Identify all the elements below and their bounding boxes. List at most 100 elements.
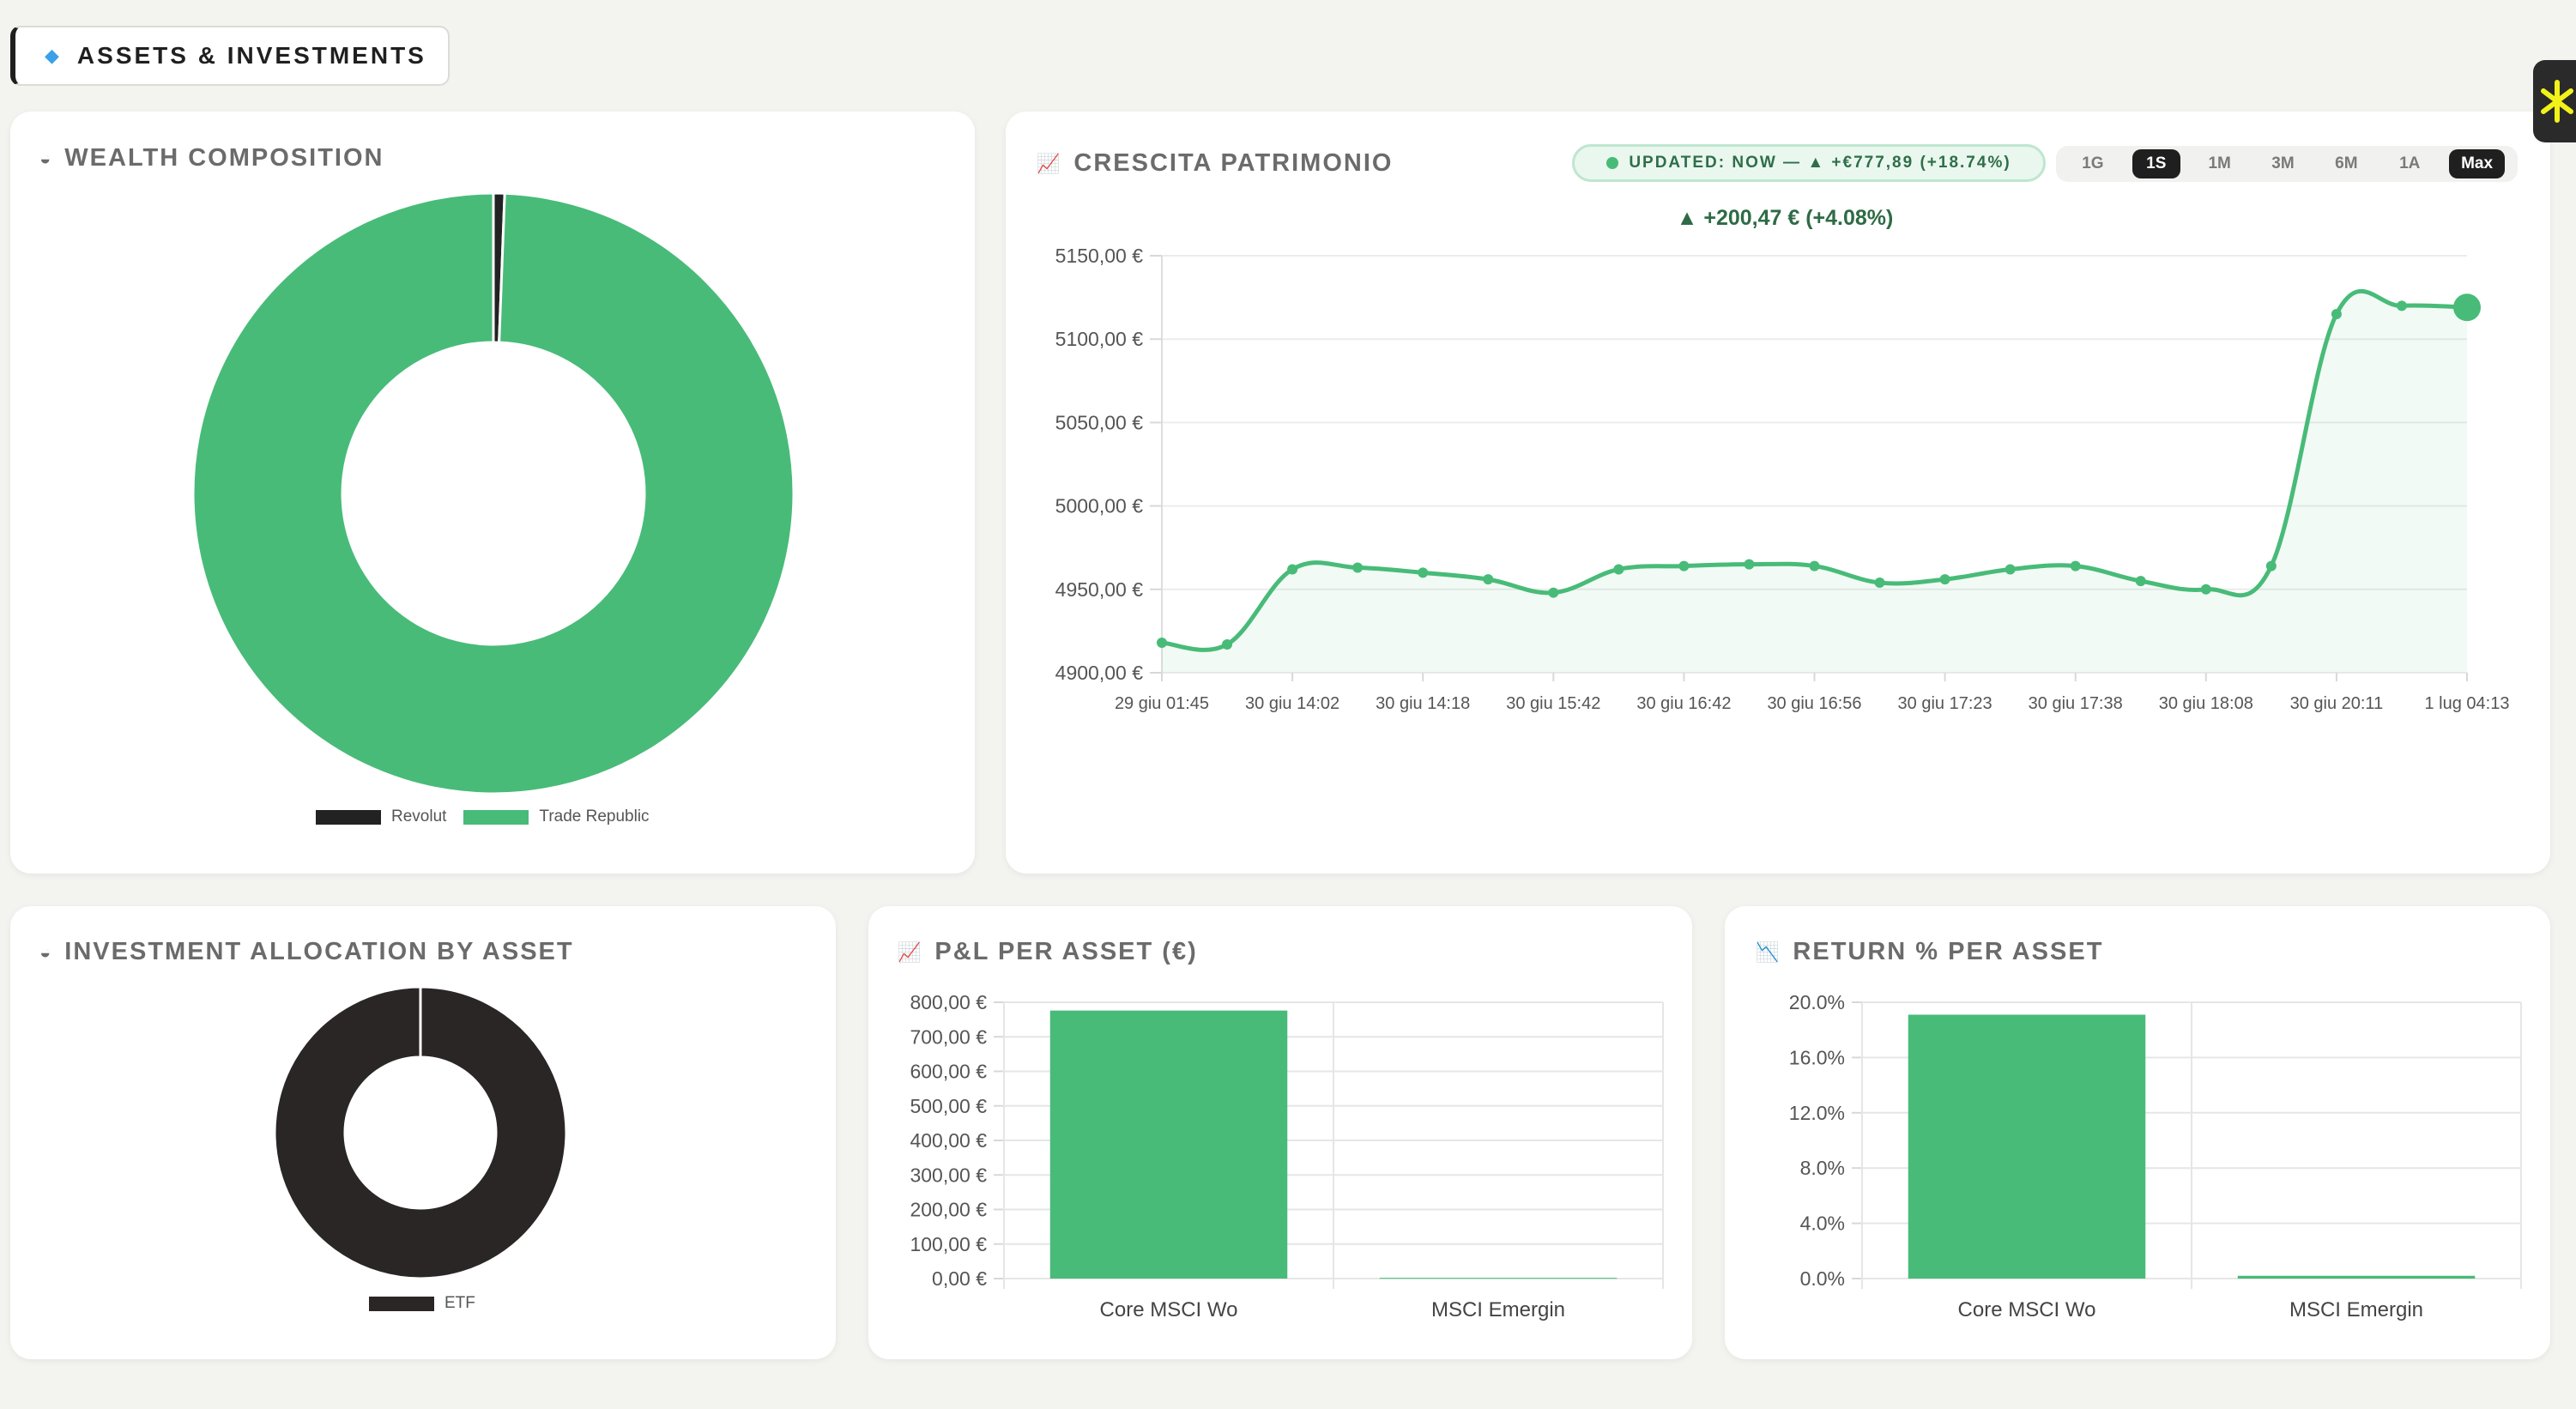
x-tick-label: 30 giu 20:11 xyxy=(2290,694,2384,713)
y-tick-label: 300,00 € xyxy=(910,1164,987,1186)
data-point[interactable] xyxy=(2331,309,2342,320)
pie-icon: ◒ xyxy=(39,940,53,963)
status-dot-icon xyxy=(1606,157,1619,169)
range-button-1s[interactable]: 1S xyxy=(2132,149,2180,178)
gem-icon: ◆ xyxy=(45,45,62,66)
y-tick-label: 200,00 € xyxy=(910,1199,987,1221)
legend-swatch-trade-republic xyxy=(463,809,529,825)
data-point[interactable] xyxy=(1874,578,1885,589)
range-button-3m[interactable]: 3M xyxy=(2271,154,2295,172)
updated-text: UPDATED: NOW — ▲ +€777,89 (+18.74%) xyxy=(1629,154,2011,172)
return-bar-chart: 20.0% 16.0% 12.0% 8.0% 4.0% 0.0% Core MSCI Wo M… xyxy=(1789,991,2522,1321)
y-tick-label: 4900,00 € xyxy=(1055,662,1144,684)
x-tick-label: MSCI Emergin xyxy=(1431,1298,1565,1321)
range-button-max[interactable]: Max xyxy=(2449,149,2506,178)
x-tick-label: Core MSCI Wo xyxy=(1958,1298,2096,1321)
data-point[interactable] xyxy=(1809,560,1820,571)
data-point[interactable] xyxy=(1678,560,1690,571)
data-point[interactable] xyxy=(1418,567,1429,578)
chart-up-icon: 📈 xyxy=(1037,152,1062,174)
chart-up-icon: 📈 xyxy=(898,940,923,963)
pnl-bar-core-msci-wo[interactable] xyxy=(1049,1010,1288,1279)
data-point-current[interactable] xyxy=(2453,293,2481,322)
growth-delta: ▲ +200,47 € (+4.08%) xyxy=(1676,206,1894,230)
time-range-selector: 1G 1S 1M 3M 6M 1A Max xyxy=(2056,146,2518,182)
data-point[interactable] xyxy=(2070,560,2081,571)
wealth-legend: Revolut Trade Republic xyxy=(316,807,667,826)
x-tick-label: 30 giu 17:23 xyxy=(1898,694,1992,713)
x-tick-label: 30 giu 15:42 xyxy=(1506,694,1600,713)
y-tick-label: 100,00 € xyxy=(910,1233,987,1255)
wealth-composition-title-text: WEALTH COMPOSITION xyxy=(64,144,384,172)
data-point[interactable] xyxy=(2135,576,2146,587)
y-tick-label: 4.0% xyxy=(1800,1212,1845,1235)
allocation-slice-etf[interactable] xyxy=(275,985,568,1280)
legend-label-revolut: Revolut xyxy=(391,807,447,825)
x-tick-label: 30 giu 14:02 xyxy=(1245,694,1339,713)
allocation-title-text: INVESTMENT ALLOCATION BY ASSET xyxy=(64,938,574,965)
allocation-legend: ETF xyxy=(369,1294,493,1313)
section-title: ASSETS & INVESTMENTS xyxy=(76,42,426,69)
range-button-1m[interactable]: 1M xyxy=(2208,154,2231,172)
data-point[interactable] xyxy=(1352,562,1364,573)
data-point[interactable] xyxy=(2005,564,2016,575)
data-point[interactable] xyxy=(1548,587,1559,598)
legend-swatch-revolut xyxy=(316,809,381,825)
allocation-card xyxy=(10,906,836,1359)
x-tick-label: Core MSCI Wo xyxy=(1100,1298,1238,1321)
data-point[interactable] xyxy=(1483,574,1494,585)
x-tick-label: 30 giu 14:18 xyxy=(1376,694,1470,713)
y-tick-label: 600,00 € xyxy=(910,1061,987,1083)
return-title-text: RETURN % PER ASSET xyxy=(1793,938,2104,965)
x-tick-label: 30 giu 16:42 xyxy=(1636,694,1731,713)
legend-label-etf: ETF xyxy=(444,1294,475,1312)
wealth-composition-title: ◒ WEALTH COMPOSITION xyxy=(39,144,384,172)
legend-swatch-etf xyxy=(369,1296,434,1311)
data-point[interactable] xyxy=(1287,564,1298,575)
y-tick-label: 16.0% xyxy=(1789,1046,1845,1068)
x-tick-label: 30 giu 17:38 xyxy=(2029,694,2123,713)
y-tick-label: 20.0% xyxy=(1789,991,1845,1013)
data-point[interactable] xyxy=(1157,638,1167,649)
y-tick-label: 0,00 € xyxy=(932,1267,987,1290)
allocation-donut-chart xyxy=(275,985,568,1280)
y-tick-label: 12.0% xyxy=(1789,1102,1845,1124)
range-button-1a[interactable]: 1A xyxy=(2399,154,2421,172)
x-tick-label: 1 lug 04:13 xyxy=(2425,694,2510,713)
allocation-title: ◒ INVESTMENT ALLOCATION BY ASSET xyxy=(39,938,574,966)
return-title: 📉 RETURN % PER ASSET xyxy=(1756,938,2103,966)
data-point[interactable] xyxy=(1939,574,1950,585)
pnl-title: 📈 P&L PER ASSET (€) xyxy=(898,938,1198,966)
range-button-6m[interactable]: 6M xyxy=(2335,154,2358,172)
x-tick-label: 30 giu 18:08 xyxy=(2159,694,2253,713)
wealth-donut-chart xyxy=(191,191,795,795)
x-tick-label: MSCI Emergin xyxy=(2289,1298,2423,1321)
y-tick-label: 700,00 € xyxy=(910,1025,987,1048)
growth-title-text: CRESCITA PATRIMONIO xyxy=(1073,149,1394,177)
updated-badge: UPDATED: NOW — ▲ +€777,89 (+18.74%) xyxy=(1572,144,2046,182)
data-point[interactable] xyxy=(1613,564,1624,575)
y-tick-label: 5100,00 € xyxy=(1055,328,1144,350)
pnl-bar-msci-emergin[interactable] xyxy=(1379,1278,1618,1279)
pnl-title-text: P&L PER ASSET (€) xyxy=(934,938,1198,965)
y-tick-label: 500,00 € xyxy=(910,1095,987,1117)
return-bar-core-msci-wo[interactable] xyxy=(1908,1014,2146,1279)
wealth-slice-trade-republic[interactable] xyxy=(191,191,795,795)
data-point[interactable] xyxy=(1744,559,1755,570)
data-point[interactable] xyxy=(2396,300,2407,311)
data-point[interactable] xyxy=(2265,560,2277,571)
y-tick-label: 400,00 € xyxy=(910,1129,987,1152)
return-bar-msci-emergin[interactable] xyxy=(2237,1275,2476,1279)
data-point[interactable] xyxy=(2200,584,2211,595)
x-tick-label: 29 giu 01:45 xyxy=(1115,694,1209,713)
range-button-1g[interactable]: 1G xyxy=(2082,154,2104,172)
side-widget-button[interactable] xyxy=(2533,60,2576,142)
y-tick-label: 5000,00 € xyxy=(1055,495,1144,517)
legend-label-trade-republic: Trade Republic xyxy=(539,807,650,825)
y-tick-label: 0.0% xyxy=(1800,1267,1845,1290)
chart-down-icon: 📉 xyxy=(1756,940,1781,963)
section-header: ◆ ASSETS & INVESTMENTS xyxy=(10,26,450,86)
x-tick-label: 30 giu 16:56 xyxy=(1767,694,1861,713)
data-point[interactable] xyxy=(1222,638,1233,650)
y-tick-label: 4950,00 € xyxy=(1055,578,1144,601)
